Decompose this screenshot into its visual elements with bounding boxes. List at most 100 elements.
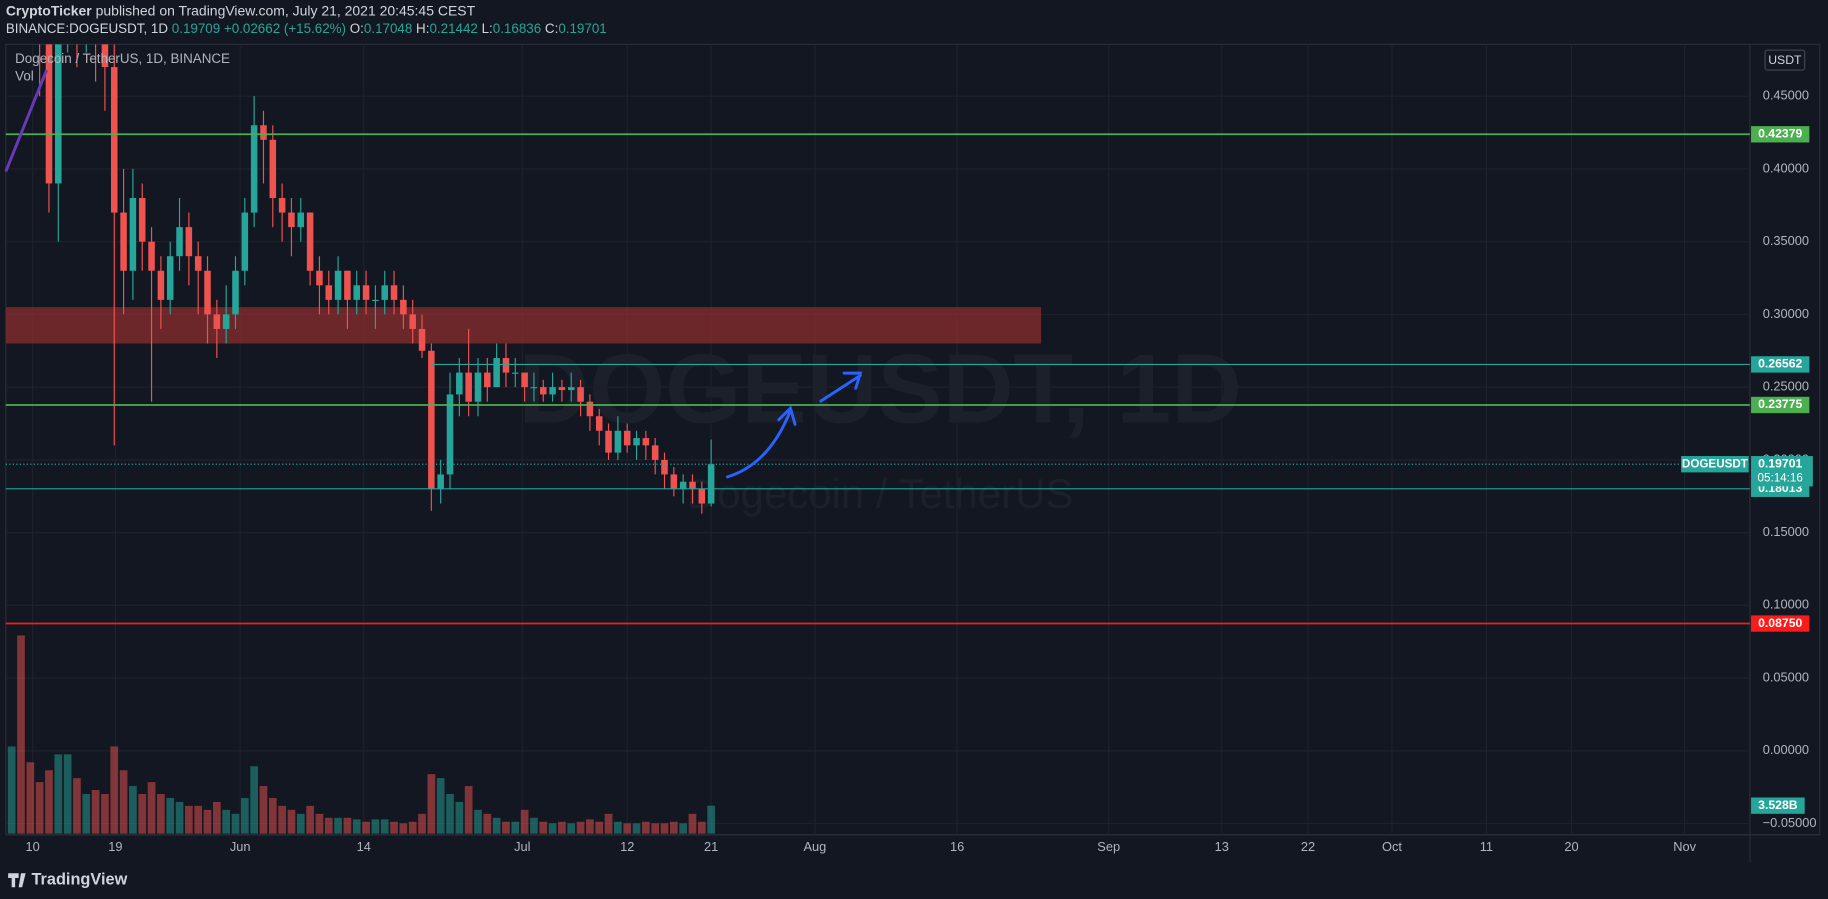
candle-body [474, 372, 482, 402]
watermark: DOGEUSDT, 1D [518, 333, 1242, 443]
volume-bar [343, 817, 352, 834]
candle-body [213, 314, 221, 329]
volume-bar [651, 823, 660, 834]
ohlc-key: C: [545, 21, 558, 36]
candle-body [418, 328, 426, 351]
y-tick-label: 0.15000 [1763, 524, 1809, 539]
volume-bar [110, 746, 119, 834]
candle-body [344, 270, 351, 300]
level-tag [1751, 396, 1810, 414]
change: +0.02662 (+15.62%) [224, 21, 346, 36]
volume-bar [614, 821, 622, 834]
volume-bar [567, 823, 576, 834]
candle-body [456, 372, 463, 395]
volume-bar [26, 762, 35, 834]
symbol-tag [1681, 456, 1749, 473]
x-tick-label: 16 [950, 839, 964, 854]
candle-body [278, 198, 286, 213]
candle-body [595, 416, 603, 431]
level-label: 0.08750 [1758, 616, 1802, 630]
volume-bar [576, 821, 585, 834]
candle-body [670, 474, 678, 489]
ohlc-key: L: [482, 21, 493, 36]
candle-body [428, 350, 435, 489]
candle-body [651, 445, 659, 460]
currency-button[interactable] [1764, 49, 1806, 71]
ohlc-value: 0.16836 [493, 21, 541, 36]
candle-body [446, 394, 454, 475]
volume-bar [185, 805, 193, 834]
candle-body [241, 212, 249, 271]
volume-bar [362, 821, 370, 834]
volume-bar [54, 754, 63, 834]
volume-bar [45, 770, 53, 834]
candle-body [101, 44, 109, 68]
volume-bar [315, 813, 324, 834]
x-tick-label: 20 [1564, 839, 1578, 854]
volume-bar [520, 809, 529, 834]
volume-bar [380, 819, 389, 834]
volume-bar [147, 782, 156, 834]
volume-bar [91, 790, 100, 834]
candle-body [577, 387, 584, 402]
volume-bar [231, 813, 240, 834]
volume-bar [539, 821, 548, 834]
candle-body [176, 227, 183, 257]
volume-bar [548, 823, 557, 834]
volume-bar [632, 823, 641, 834]
volume-bar [492, 817, 501, 834]
volume-tag [1751, 797, 1805, 814]
volume-bar [660, 823, 669, 834]
volume-bar [119, 770, 128, 834]
price-tag [1751, 456, 1813, 487]
overlay: 10 19 Jun 14 Jul 12 21 Aug 16 Sep 13 22 Oct 11 20 Nov 0.… [5, 88, 1817, 854]
candle-body [166, 256, 174, 300]
candle-body [222, 314, 230, 329]
y-tick-label: 0.30000 [1763, 306, 1809, 321]
volume-bar [268, 797, 277, 834]
arrow-drawing [726, 405, 797, 479]
candle-body [306, 212, 314, 271]
volume-bar [194, 805, 203, 834]
x-tick-label: 14 [357, 839, 371, 854]
currency[interactable]: USDT [1768, 53, 1802, 67]
volume-bar [352, 819, 361, 834]
volume-bar [399, 823, 408, 834]
ohlc-key: H: [416, 21, 429, 36]
candle-body [55, 44, 62, 184]
volume-label: 3.528B [1758, 798, 1798, 812]
price-label: 0.19701 [1758, 456, 1802, 470]
x-tick-label: 21 [704, 839, 718, 854]
volume-bar [212, 801, 221, 834]
volume-bar [371, 819, 380, 834]
y-tick-label: −0.05000 [1763, 815, 1817, 830]
candle-body [362, 285, 370, 300]
last: 0.19709 [172, 21, 220, 36]
candle-body [194, 256, 202, 271]
volume-bar [259, 786, 268, 834]
countdown: 05:14:16 [1758, 471, 1803, 484]
volume-bar [35, 782, 44, 834]
candle-body [540, 387, 547, 395]
chart-title: Dogecoin / TetherUS, 1D, BINANCE [15, 51, 230, 66]
candle-body [437, 474, 444, 489]
candle-body [316, 270, 323, 286]
level-tag [1751, 356, 1810, 373]
volume-bar [63, 754, 72, 834]
watermark-sub: Dogecoin / TetherUS [687, 470, 1073, 517]
y-tick-label: 0.05000 [1763, 670, 1809, 685]
candle-body [232, 270, 239, 315]
volume-bar [166, 797, 175, 834]
volume-bar [669, 821, 678, 834]
candle-body [334, 270, 342, 300]
author: CryptoTicker [6, 2, 92, 18]
y-tick-label: 0.35000 [1763, 233, 1809, 248]
candle-body [707, 464, 715, 504]
volume-bar [334, 817, 342, 834]
candle-body [661, 459, 668, 475]
candle-body [633, 438, 640, 446]
x-tick-label: Nov [1673, 839, 1696, 854]
y-tick-label: 0.25000 [1763, 379, 1809, 394]
